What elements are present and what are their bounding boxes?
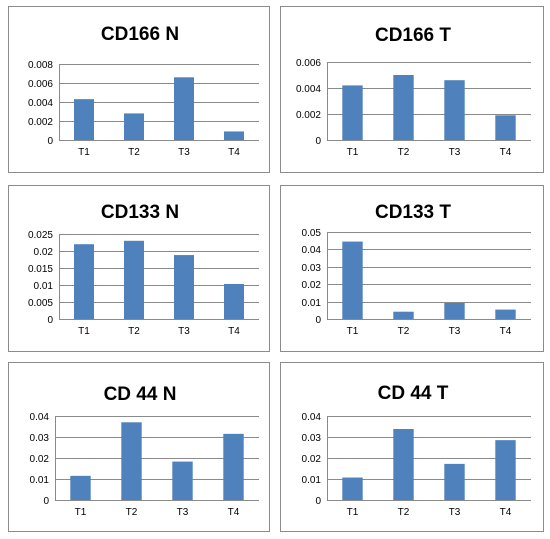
chart-svg: CD 44 T 0 0.01 0.02 0.03 0.04 T1 T2 T3 T4	[302, 383, 531, 518]
x-tick-label: T4	[500, 507, 512, 518]
chart-title: CD 44 T	[378, 383, 449, 404]
bar-t2	[393, 311, 414, 319]
x-tick-label: T3	[449, 507, 461, 518]
chart-title: CD 44 N	[104, 384, 177, 405]
x-tick-label: T3	[178, 147, 190, 158]
y-tick-label: 0.04	[302, 245, 322, 256]
chart-title: CD133 T	[375, 202, 451, 223]
y-tick-label: 0.002	[296, 110, 321, 121]
bar-t1	[342, 241, 363, 319]
x-tick-label: T2	[398, 147, 410, 158]
bar-t4	[223, 433, 244, 500]
x-tick-label: T4	[228, 326, 240, 337]
bar-t1	[74, 99, 94, 140]
y-tick-label: 0	[43, 496, 49, 507]
bar-t1	[342, 477, 363, 500]
bar-t4	[224, 131, 244, 140]
y-tick-label: 0.05	[302, 228, 322, 239]
bar-t2	[124, 240, 144, 319]
bar-t1	[74, 244, 94, 319]
y-tick-label: 0.01	[30, 475, 50, 486]
chart-svg: CD 44 N 0 0.01 0.02 0.03 0.04 T1 T2 T3 T4	[30, 384, 259, 518]
chart-panel-cd166-n: CD166 N 0 0.002 0.004 0.006 0.008 T1 T2 T3 T4	[8, 6, 270, 173]
bar-t1	[342, 85, 363, 140]
x-tick-label: T4	[228, 147, 240, 158]
bar-t3	[444, 302, 465, 319]
bar-t4	[224, 283, 244, 319]
chart-panel-cd133-t: CD133 T 0 0.01 0.02 0.03 0.04 0.05 T1 T2 T3 T4	[280, 185, 544, 352]
chart-panel-cd44-n: CD 44 N 0 0.01 0.02 0.03 0.04 T1 T2 T3 T4	[8, 362, 270, 532]
bar-t4	[495, 115, 516, 140]
x-tick-label: T1	[78, 147, 90, 158]
bar-t1	[70, 475, 91, 500]
bar-t3	[444, 80, 465, 140]
y-tick-label: 0.004	[28, 98, 53, 109]
y-tick-label: 0.006	[28, 79, 53, 90]
x-tick-label: T1	[347, 147, 359, 158]
y-tick-label: 0.002	[28, 117, 53, 128]
x-tick-label: T3	[449, 326, 461, 337]
y-tick-label: 0.03	[302, 433, 322, 444]
x-tick-label: T2	[128, 147, 140, 158]
x-tick-label: T1	[347, 507, 359, 518]
bar-t3	[172, 461, 193, 500]
y-tick-label: 0.025	[28, 230, 53, 241]
y-tick-label: 0	[47, 315, 53, 326]
y-tick-label: 0	[315, 315, 321, 326]
x-tick-label: T1	[78, 326, 90, 337]
y-tick-label: 0.005	[28, 298, 53, 309]
y-tick-label: 0.02	[302, 280, 322, 291]
x-tick-label: T3	[449, 147, 461, 158]
y-tick-label: 0.02	[30, 454, 50, 465]
x-tick-label: T4	[228, 507, 240, 518]
y-tick-label: 0.006	[296, 58, 321, 69]
y-tick-label: 0.004	[296, 84, 321, 95]
chart-title: CD133 N	[101, 202, 179, 223]
y-tick-label: 0.015	[28, 264, 53, 275]
y-tick-label: 0.01	[34, 281, 54, 292]
x-tick-label: T4	[500, 147, 512, 158]
y-tick-label: 0	[47, 136, 53, 147]
chart-svg: CD166 N 0 0.002 0.004 0.006 0.008 T1 T2 T3 T4	[28, 24, 259, 158]
bar-t2	[121, 422, 142, 500]
chart-title: CD166 T	[375, 25, 451, 46]
x-tick-label: T2	[126, 507, 138, 518]
chart-panel-cd44-t: CD 44 T 0 0.01 0.02 0.03 0.04 T1 T2 T3 T4	[280, 362, 544, 532]
y-tick-label: 0	[315, 496, 321, 507]
bar-t4	[495, 440, 516, 500]
y-tick-label: 0.04	[30, 412, 50, 423]
x-tick-label: T1	[347, 326, 359, 337]
chart-svg: CD133 T 0 0.01 0.02 0.03 0.04 0.05 T1 T2 T3 T4	[302, 202, 531, 337]
bar-t3	[174, 77, 194, 140]
x-tick-label: T3	[178, 326, 190, 337]
chart-title: CD166 N	[101, 24, 179, 45]
x-tick-label: T2	[398, 326, 410, 337]
x-tick-label: T1	[75, 507, 87, 518]
y-tick-label: 0.03	[302, 263, 322, 274]
bar-t4	[495, 309, 516, 319]
y-tick-label: 0.04	[302, 412, 322, 423]
chart-panel-cd133-n: CD133 N 0 0.005 0.01 0.015 0.02 0.025 T1 T2 T3 T4	[8, 185, 270, 352]
bar-t2	[393, 75, 414, 140]
bar-t2	[124, 113, 144, 140]
chart-svg: CD133 N 0 0.005 0.01 0.015 0.02 0.025 T1 T2 T3 T4	[28, 202, 259, 337]
x-tick-label: T2	[128, 326, 140, 337]
x-tick-label: T2	[398, 507, 410, 518]
chart-svg: CD166 T 0 0.002 0.004 0.006 T1 T2 T3 T4	[296, 25, 531, 158]
bar-t2	[393, 429, 414, 500]
y-tick-label: 0.01	[302, 298, 322, 309]
y-tick-label: 0	[315, 136, 321, 147]
x-tick-label: T3	[177, 507, 189, 518]
y-tick-label: 0.008	[28, 60, 53, 71]
y-tick-label: 0.01	[302, 475, 322, 486]
bar-t3	[444, 463, 465, 500]
bar-t3	[174, 255, 194, 319]
x-tick-label: T4	[500, 326, 512, 337]
y-tick-label: 0.03	[30, 433, 50, 444]
y-tick-label: 0.02	[34, 247, 54, 258]
y-tick-label: 0.02	[302, 454, 322, 465]
chart-panel-cd166-t: CD166 T 0 0.002 0.004 0.006 T1 T2 T3 T4	[280, 6, 544, 173]
